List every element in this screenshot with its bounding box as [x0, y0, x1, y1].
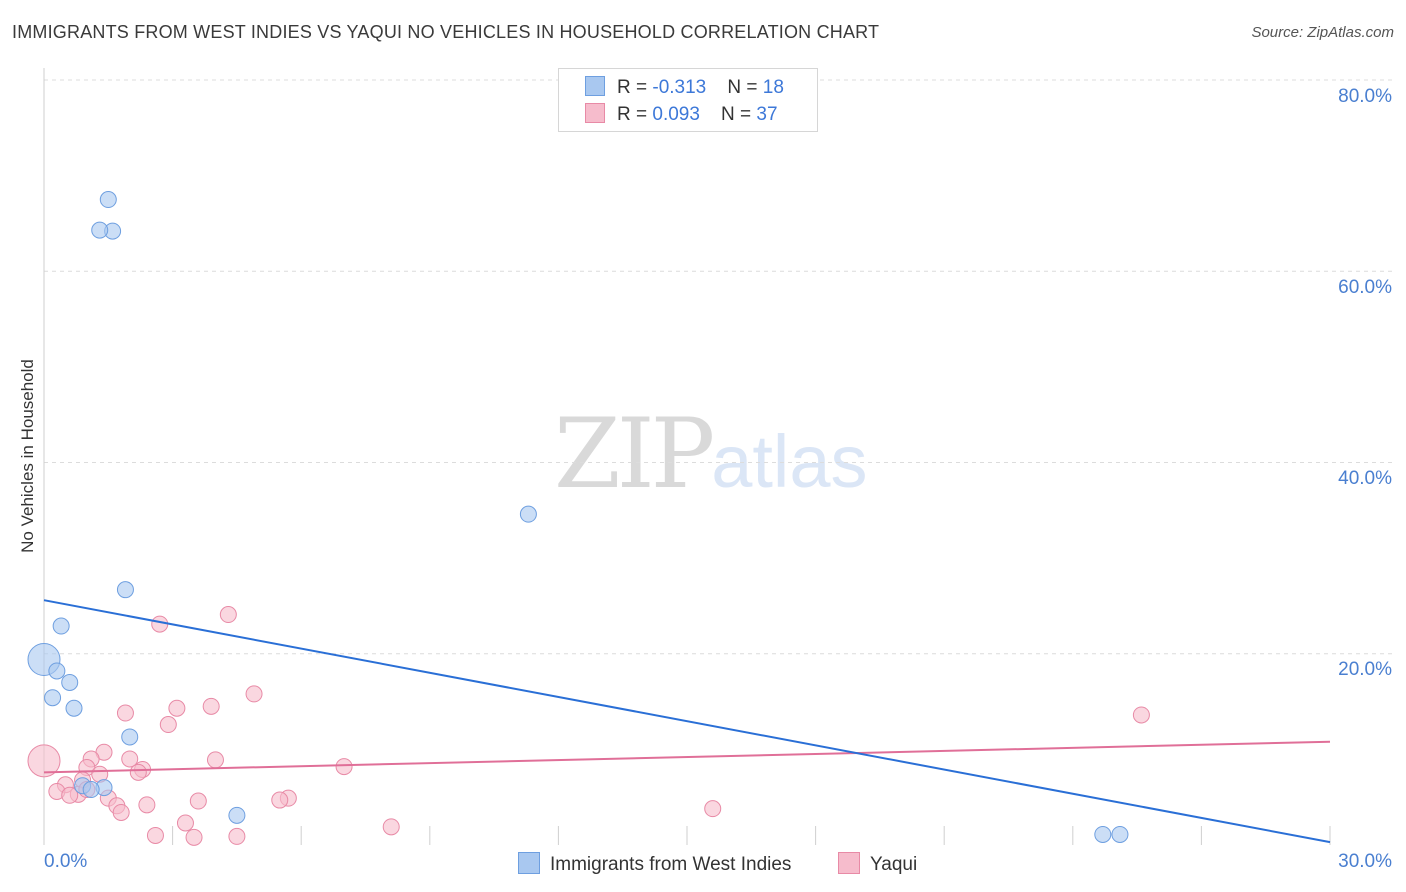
data-point-yaqui — [185, 828, 203, 846]
data-point-yaqui — [382, 818, 400, 836]
data-point-west-indies — [228, 806, 246, 824]
series-swatch-blue — [518, 852, 540, 874]
data-point-yaqui — [704, 800, 722, 818]
x-tick-label-max: 30.0% — [1338, 851, 1392, 872]
data-point-yaqui — [335, 758, 353, 776]
data-point-west-indies — [116, 581, 134, 599]
data-point-yaqui — [27, 744, 61, 778]
legend-r-value: -0.313 — [652, 77, 707, 98]
data-point-yaqui — [138, 796, 156, 814]
data-point-yaqui — [151, 615, 169, 633]
legend-n-value: 37 — [756, 104, 778, 125]
data-point-yaqui — [219, 606, 237, 624]
data-point-west-indies — [121, 728, 139, 746]
y-axis-label: No Vehicles in Household — [18, 359, 37, 553]
series-name-west-indies: Immigrants from West Indies — [550, 854, 792, 875]
data-point-yaqui — [206, 751, 224, 769]
data-point-yaqui — [189, 792, 207, 810]
data-point-west-indies — [82, 781, 100, 799]
chart-title: IMMIGRANTS FROM WEST INDIES VS YAQUI NO … — [12, 22, 880, 42]
data-point-west-indies — [52, 617, 70, 635]
y-tick-label-40: 40.0% — [1338, 468, 1392, 489]
legend-n-label: N = — [721, 104, 757, 125]
data-point-yaqui — [121, 750, 139, 768]
data-point-west-indies — [1094, 825, 1112, 843]
legend-n-value: 18 — [762, 77, 784, 98]
data-point-yaqui — [116, 704, 134, 722]
data-point-yaqui — [146, 826, 164, 844]
data-point-west-indies — [61, 673, 79, 691]
series-legend-yaqui: Yaqui — [838, 852, 917, 876]
y-tick-label-80: 80.0% — [1338, 86, 1392, 107]
legend-r-value: 0.093 — [652, 104, 700, 125]
source-credit: Source: ZipAtlas.com — [1251, 24, 1394, 41]
data-point-yaqui — [202, 697, 220, 715]
data-point-yaqui — [245, 685, 263, 703]
legend-row-yaqui: R = 0.093 N = 37 — [585, 103, 778, 125]
y-tick-label-60: 60.0% — [1338, 277, 1392, 298]
data-point-west-indies — [519, 505, 537, 523]
trend-line-yaqui — [43, 740, 1331, 774]
data-point-yaqui — [112, 803, 130, 821]
series-name-yaqui: Yaqui — [870, 854, 918, 875]
data-point-yaqui — [228, 827, 246, 845]
data-point-west-indies — [1111, 825, 1129, 843]
legend-r-label: R = — [617, 104, 653, 125]
data-point-west-indies — [48, 662, 66, 680]
data-point-west-indies — [99, 191, 117, 209]
series-legend-west-indies: Immigrants from West Indies — [518, 852, 791, 876]
data-point-yaqui — [168, 699, 186, 717]
legend-r-label: R = — [617, 77, 653, 98]
y-tick-label-20: 20.0% — [1338, 659, 1392, 680]
correlation-legend: R = -0.313 N = 18 R = 0.093 N = 37 — [558, 68, 818, 132]
legend-swatch-blue — [585, 76, 605, 96]
data-point-west-indies — [91, 221, 109, 239]
data-point-west-indies — [44, 689, 62, 707]
series-swatch-pink — [838, 852, 860, 874]
legend-row-west-indies: R = -0.313 N = 18 — [585, 76, 784, 98]
data-point-yaqui — [271, 791, 289, 809]
data-point-yaqui — [176, 814, 194, 832]
data-point-yaqui — [159, 716, 177, 734]
data-point-west-indies — [65, 699, 83, 717]
x-tick-label-min: 0.0% — [44, 851, 88, 872]
data-point-yaqui — [1132, 706, 1150, 724]
data-point-yaqui — [129, 763, 147, 781]
legend-swatch-pink — [585, 103, 605, 123]
trend-line-west-indies — [43, 599, 1331, 844]
legend-n-label: N = — [727, 77, 763, 98]
data-point-yaqui — [61, 786, 79, 804]
